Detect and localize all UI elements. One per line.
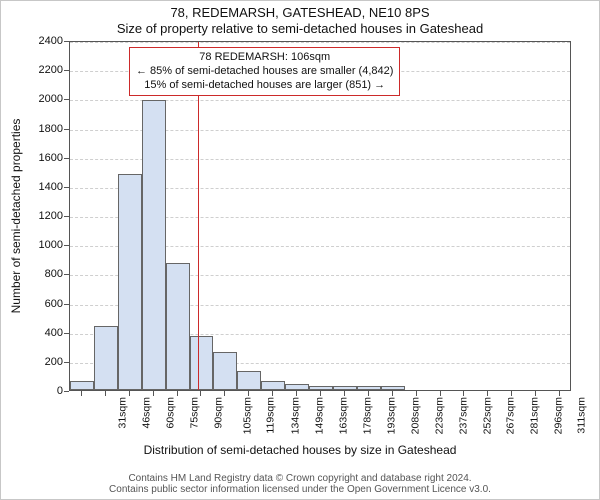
x-tick-label: 296sqm [553,397,565,434]
y-tick-label: 2200 [23,64,63,76]
x-tick-label: 267sqm [505,397,517,434]
x-tick-mark [487,391,488,396]
x-tick-mark [320,391,321,396]
x-tick-label: 208sqm [409,397,421,434]
x-tick-label: 60sqm [164,397,176,429]
histogram-bar [142,100,166,390]
x-tick-mark [463,391,464,396]
histogram-bar [166,263,190,390]
histogram-bar [333,386,357,390]
x-tick-mark [248,391,249,396]
y-tick-label: 200 [23,356,63,368]
x-tick-label: 105sqm [242,397,254,434]
y-tick-label: 1600 [23,152,63,164]
histogram-bar [70,381,94,390]
y-tick-label: 1200 [23,210,63,222]
histogram-bar [285,384,309,390]
annotation-line1: 78 REDEMARSH: 106sqm [136,51,393,65]
y-tick-mark [64,391,69,392]
x-tick-label: 46sqm [140,397,152,429]
y-tick-label: 1800 [23,123,63,135]
histogram-bar [381,386,405,390]
attribution-line2: Contains public sector information licen… [1,484,599,495]
chart-container: 78, REDEMARSH, GATESHEAD, NE10 8PS Size … [0,0,600,500]
x-tick-label: 119sqm [265,397,277,434]
x-tick-mark [535,391,536,396]
y-tick-label: 1000 [23,239,63,251]
x-tick-mark [559,391,560,396]
x-tick-mark [81,391,82,396]
histogram-bar [118,174,142,390]
y-tick-label: 0 [23,385,63,397]
y-tick-label: 600 [23,298,63,310]
annotation-box: 78 REDEMARSH: 106sqm ← 85% of semi-detac… [129,47,400,96]
attribution: Contains HM Land Registry data © Crown c… [1,473,599,495]
histogram-bar [213,352,237,390]
x-tick-mark [392,391,393,396]
gridline [70,42,570,43]
annotation-line3: 15% of semi-detached houses are larger (… [136,79,393,93]
histogram-bar [94,326,118,390]
histogram-bar [357,386,381,390]
x-tick-label: 178sqm [361,397,373,434]
x-tick-mark [272,391,273,396]
annotation-line2: ← 85% of semi-detached houses are smalle… [136,65,393,79]
x-tick-mark [224,391,225,396]
x-tick-mark [511,391,512,396]
x-tick-label: 75sqm [188,397,200,429]
x-tick-label: 193sqm [385,397,397,434]
chart-supertitle: 78, REDEMARSH, GATESHEAD, NE10 8PS [1,5,599,20]
x-tick-label: 90sqm [212,397,224,429]
x-tick-mark [368,391,369,396]
histogram-bar [261,381,285,390]
x-tick-mark [296,391,297,396]
x-tick-label: 134sqm [290,397,302,434]
y-tick-label: 2000 [23,93,63,105]
attribution-line1: Contains HM Land Registry data © Crown c… [1,473,599,484]
x-tick-mark [177,391,178,396]
y-tick-label: 2400 [23,35,63,47]
x-tick-label: 252sqm [481,397,493,434]
y-axis-label: Number of semi-detached properties [9,119,23,314]
histogram-bar [309,386,333,390]
x-tick-mark [129,391,130,396]
x-tick-mark [153,391,154,396]
x-tick-mark [344,391,345,396]
x-tick-label: 163sqm [337,397,349,434]
x-tick-label: 223sqm [433,397,445,434]
y-tick-label: 400 [23,327,63,339]
x-tick-mark [200,391,201,396]
x-tick-mark [416,391,417,396]
x-axis-label: Distribution of semi-detached houses by … [1,443,599,457]
histogram-bar [190,336,214,390]
x-tick-label: 281sqm [529,397,541,434]
x-tick-mark [440,391,441,396]
x-tick-label: 311sqm [576,397,588,434]
histogram-bar [237,371,261,390]
x-tick-label: 31sqm [116,397,128,429]
y-tick-label: 1400 [23,181,63,193]
x-tick-label: 149sqm [314,397,326,434]
x-tick-mark [105,391,106,396]
chart-title: Size of property relative to semi-detach… [1,21,599,36]
x-tick-label: 237sqm [457,397,469,434]
y-tick-label: 800 [23,268,63,280]
